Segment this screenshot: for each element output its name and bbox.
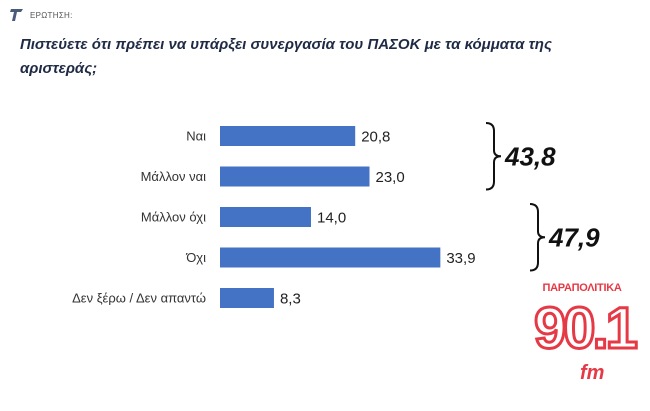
- logo-top-text: ΠΑΡΑΠΟΛΙΤΙΚΑ: [542, 282, 622, 294]
- logo-number: 90.1: [533, 295, 640, 363]
- bar: [220, 166, 370, 187]
- bar: [220, 247, 441, 268]
- group-total: 47,9: [548, 222, 600, 252]
- value-label: 8,3: [280, 291, 301, 308]
- logo-fm: fm: [580, 362, 605, 384]
- group-total: 43,8: [504, 141, 556, 171]
- question-header: ΕΡΩΤΗΣΗ:: [8, 8, 73, 22]
- question-text: Πιστεύετε ότι πρέπει να υπάρξει συνεργασ…: [20, 36, 552, 77]
- bar: [220, 207, 311, 227]
- question-mark-icon: [10, 9, 23, 21]
- category-label: Μάλλον όχι: [141, 210, 206, 225]
- bar: [220, 288, 274, 308]
- category-label: Μάλλον ναι: [141, 169, 207, 184]
- category-label: Ναι: [186, 129, 206, 144]
- category-label: Δεν ξέρω / Δεν απαντώ: [72, 291, 206, 306]
- value-label: 33,9: [446, 250, 475, 267]
- group-brace: [485, 122, 502, 191]
- value-label: 20,8: [361, 129, 390, 146]
- category-label: Όχι: [185, 250, 206, 265]
- radio-logo: ΠΑΡΑΠΟΛΙΤΙΚΑ 90.1 fm: [532, 282, 640, 394]
- bar: [220, 126, 356, 146]
- value-label: 14,0: [317, 210, 346, 227]
- value-label: 23,0: [376, 169, 405, 186]
- question-label: ΕΡΩΤΗΣΗ:: [30, 10, 73, 20]
- group-brace: [529, 203, 546, 272]
